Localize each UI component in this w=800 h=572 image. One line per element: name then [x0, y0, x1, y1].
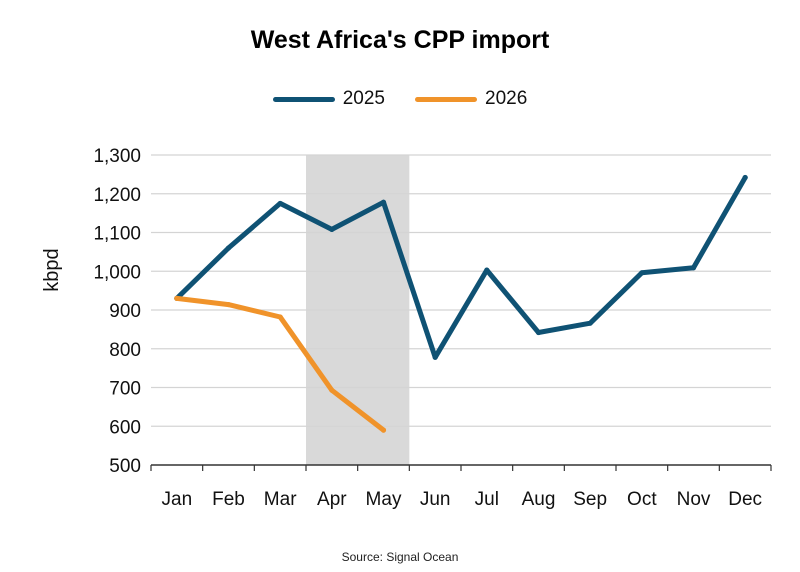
data-point-2025: [380, 199, 387, 205]
data-point-2026: [380, 427, 387, 433]
legend-swatch-2026: [415, 96, 477, 102]
data-point-2026: [225, 301, 232, 308]
y-tick-label: 900: [109, 301, 141, 322]
legend-swatch-2025: [272, 96, 335, 102]
data-point-2025: [639, 270, 645, 276]
x-tick-label: Mar: [264, 489, 297, 510]
data-point-2025: [742, 174, 748, 181]
y-tick-label: 700: [109, 379, 141, 400]
y-tick-label: 500: [109, 456, 141, 477]
y-tick-label: 1,200: [93, 185, 141, 206]
data-point-2025: [329, 226, 335, 232]
data-point-2025: [535, 329, 542, 336]
data-point-2025: [432, 354, 438, 360]
data-point-2025: [225, 245, 232, 251]
data-point-2026: [174, 295, 180, 301]
x-tick-label: Oct: [627, 489, 657, 510]
y-axis-title: kbpd: [41, 248, 63, 291]
data-point-2025: [484, 267, 490, 273]
source-note: Source: Signal Ocean: [341, 550, 459, 564]
y-tick-label: 800: [109, 340, 141, 361]
data-point-2026: [329, 387, 335, 393]
x-tick-label: Apr: [317, 489, 347, 510]
x-tick-label: Nov: [677, 489, 711, 510]
legend-label-2025: 2025: [342, 88, 385, 109]
data-point-2025: [277, 200, 283, 207]
series-line-2025: [174, 175, 748, 360]
x-tick-label: May: [366, 489, 402, 510]
x-tick-label: Aug: [522, 489, 556, 510]
x-tick-label: Sep: [573, 489, 607, 510]
x-tick-label: Jan: [162, 489, 193, 510]
x-tick-label: Dec: [728, 489, 762, 510]
y-tick-label: 1,000: [93, 262, 141, 283]
y-tick-label: 600: [109, 417, 141, 438]
legend-label-2026: 2026: [485, 88, 528, 109]
x-tick-label: Feb: [212, 489, 245, 510]
y-tick-label: 1,300: [93, 146, 141, 167]
legend-item-2026: 2026: [415, 88, 527, 110]
data-point-2025: [690, 265, 697, 271]
y-tick-label: 1,100: [93, 224, 141, 245]
x-tick-label: Jun: [420, 489, 451, 510]
data-point-2025: [587, 320, 593, 326]
chart-legend: 2025 2026: [0, 88, 800, 110]
chart-title: West Africa's CPP import: [250, 26, 550, 54]
legend-item-2025: 2025: [272, 88, 385, 110]
data-point-2026: [277, 314, 283, 320]
x-tick-label: Jul: [475, 489, 499, 510]
